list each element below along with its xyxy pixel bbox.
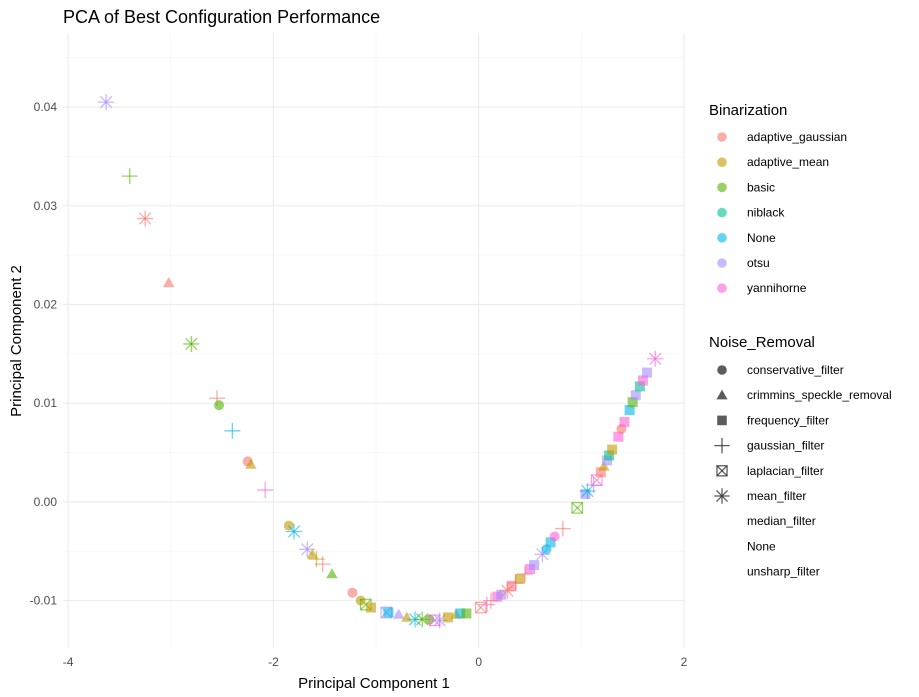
legend-shape-key — [716, 389, 728, 400]
scatter-point — [392, 608, 405, 619]
scatter-point — [314, 556, 331, 573]
scatter-point — [326, 568, 338, 579]
scatter-point — [257, 482, 274, 499]
scatter-point — [627, 397, 638, 408]
data-points — [98, 94, 664, 629]
scatter-point — [619, 416, 630, 427]
x-tick-label: 2 — [681, 655, 688, 669]
legend-shape-key — [716, 465, 728, 477]
scatter-point — [598, 460, 610, 471]
scatter-point — [162, 277, 175, 288]
legend-shape-label: conservative_filter — [747, 363, 844, 377]
scatter-point — [183, 335, 200, 352]
scatter-point — [478, 596, 495, 613]
grid — [63, 33, 685, 648]
noise-removal-legend-title: Noise_Removal — [709, 334, 815, 351]
scatter-point — [637, 375, 648, 386]
scatter-point — [442, 612, 453, 623]
scatter-point — [624, 405, 635, 416]
scatter-point — [630, 390, 641, 401]
scatter-point — [496, 589, 507, 600]
scatter-point — [461, 608, 472, 619]
y-axis-title: Principal Component 2 — [8, 265, 25, 417]
noise-removal-legend: Noise_Removal conservative_filtercrimmin… — [709, 334, 892, 579]
scatter-point — [414, 611, 431, 628]
legend-color-key — [717, 283, 727, 294]
scatter-point — [595, 467, 606, 478]
binarization-legend: Binarization adaptive_gaussian adaptive_m… — [709, 102, 847, 295]
scatter-point — [604, 450, 615, 461]
legend-color-label: yannihorne — [747, 281, 807, 295]
legend-shape-label: gaussian_filter — [747, 439, 824, 453]
scatter-point — [642, 367, 653, 378]
legend-shape-key — [714, 488, 730, 504]
legend-color-label: adaptive_gaussian — [747, 130, 847, 144]
scatter-point — [571, 501, 584, 514]
legend-shape-label: frequency_filter — [747, 413, 829, 427]
scatter-point — [121, 168, 138, 185]
legend-color-label: otsu — [747, 256, 770, 270]
legend-shape-label: None — [747, 539, 776, 553]
scatter-point — [506, 580, 517, 591]
y-tick-label: 0.00 — [34, 495, 58, 509]
y-tick-label: 0.04 — [34, 100, 58, 114]
scatter-point — [224, 422, 241, 439]
scatter-point — [545, 537, 556, 548]
legend-color-label: basic — [747, 180, 775, 194]
scatter-point — [347, 587, 358, 598]
legend-color-label: None — [747, 231, 776, 245]
scatter-point — [306, 548, 319, 559]
scatter-point — [647, 350, 664, 367]
scatter-point — [98, 94, 115, 111]
scatter-point — [549, 531, 560, 542]
legend-color-key — [717, 157, 727, 167]
legend-shape-label: median_filter — [747, 514, 816, 528]
scatter-point — [137, 210, 154, 227]
legend-shape-key — [714, 437, 730, 454]
legend-shape-label: mean_filter — [747, 489, 806, 503]
legend-shape-label: unsharp_filter — [747, 565, 820, 579]
scatter-point — [613, 431, 624, 442]
scatter-point — [285, 523, 302, 540]
y-tick-label: 0.03 — [34, 199, 58, 213]
legend-color-key — [717, 233, 727, 243]
legend-color-key — [717, 258, 727, 268]
legend-shape-key — [717, 415, 727, 426]
legend-color-label: niblack — [747, 206, 785, 220]
y-tick-label: -0.01 — [30, 594, 58, 608]
legend-color-key — [717, 182, 727, 193]
scatter-point — [383, 607, 394, 618]
binarization-legend-title: Binarization — [709, 102, 787, 119]
scatter-point — [474, 601, 487, 614]
legend-shape-label: laplacian_filter — [747, 464, 824, 478]
scatter-point — [634, 381, 645, 392]
x-tick-label: -2 — [268, 655, 279, 669]
scatter-point — [607, 444, 618, 455]
legend-color-label: adaptive_mean — [747, 155, 829, 169]
x-tick-label: -4 — [63, 655, 74, 669]
y-tick-label: 0.02 — [34, 297, 58, 311]
x-axis-title: Principal Component 1 — [298, 675, 450, 692]
scatter-point — [365, 602, 376, 613]
legend-color-key — [717, 207, 727, 218]
scatter-point — [455, 608, 466, 619]
scatter-point — [529, 560, 540, 571]
axis-ticks: -4 -2 0 2 -0.01 0.00 0.01 0.02 0.03 0.04 — [30, 100, 688, 669]
scatter-point — [554, 520, 571, 537]
legend-shape-label: crimmins_speckle_removal — [747, 388, 892, 402]
y-tick-label: 0.01 — [34, 396, 58, 410]
scatter-point — [245, 458, 257, 469]
chart-title: PCA of Best Configuration Performance — [63, 7, 380, 27]
scatter-point — [214, 400, 225, 411]
x-tick-label: 0 — [475, 655, 482, 669]
scatter-point — [514, 573, 525, 584]
legend-color-key — [717, 132, 727, 142]
legend-shape-key — [717, 365, 727, 375]
